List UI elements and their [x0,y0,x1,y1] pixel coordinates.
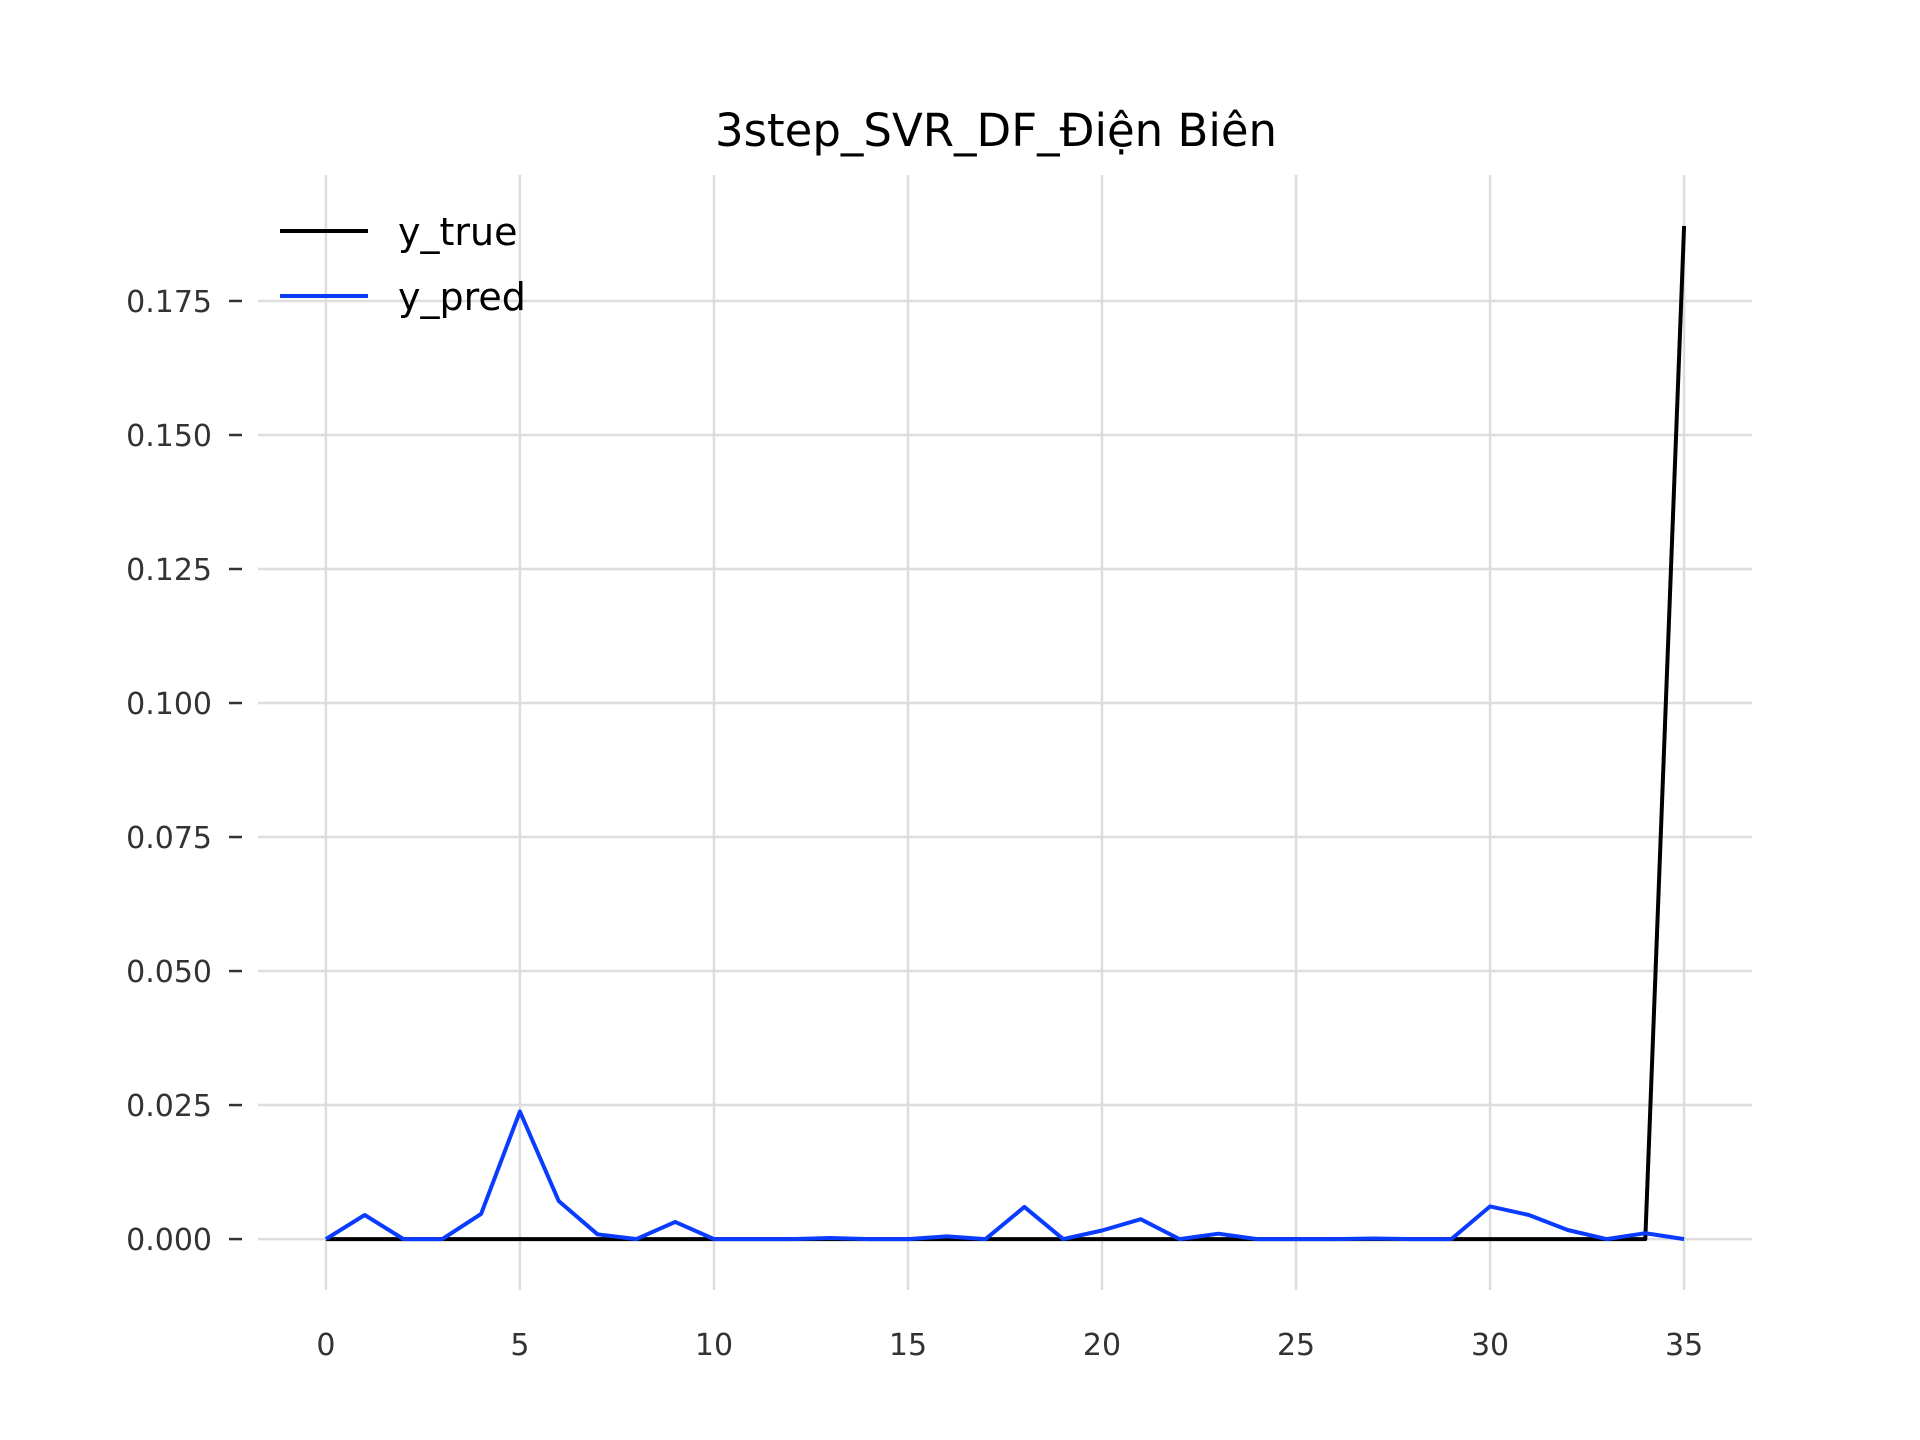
grid-lines [258,175,1752,1290]
legend-label-y-pred: y_pred [398,275,526,319]
x-tick-label: 30 [1471,1328,1509,1363]
x-tick-label: 15 [889,1328,927,1363]
y-tick-label: 0.000 [126,1223,212,1258]
legend-label-y-true: y_true [398,210,517,254]
x-tick-label: 20 [1083,1328,1121,1363]
x-tick-label: 5 [510,1328,529,1363]
x-tick-label: 0 [316,1328,335,1363]
y-tick-label: 0.100 [126,687,212,722]
y-tick-label: 0.050 [126,955,212,990]
y-tick-label: 0.075 [126,821,212,856]
y-tick-label: 0.150 [126,419,212,454]
legend: y_true y_pred [280,210,526,319]
x-tick-label: 10 [695,1328,733,1363]
axis-ticks: 0 5 10 15 20 25 30 35 0.000 0.025 0.050 0.075 0.100 0… [126,285,1703,1363]
x-tick-label: 35 [1665,1328,1703,1363]
chart-title: 3step_SVR_DF_Điện Biên [715,104,1277,157]
y-tick-label: 0.025 [126,1089,212,1124]
y-tick-label: 0.175 [126,285,212,320]
y-tick-label: 0.125 [126,553,212,588]
series-line-y-pred [324,1109,1685,1242]
series-line-y-true [325,225,1687,1242]
x-tick-label: 25 [1277,1328,1315,1363]
series-lines [324,225,1687,1242]
